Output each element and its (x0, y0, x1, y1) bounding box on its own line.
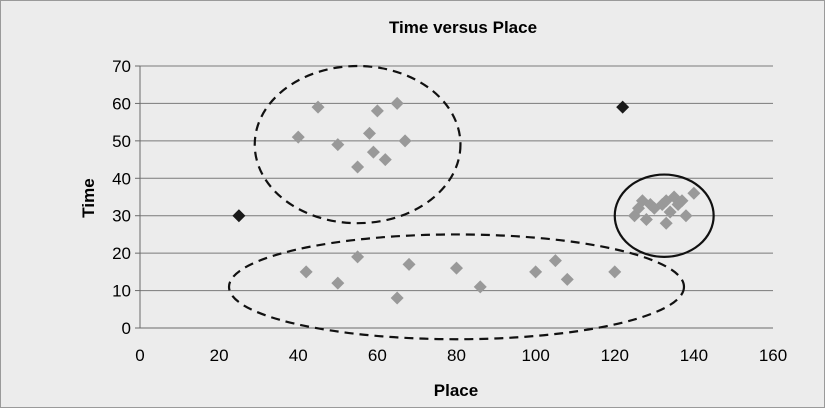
y-tick-label: 20 (112, 244, 131, 263)
y-tick-label: 50 (112, 132, 131, 151)
y-tick-label: 0 (122, 319, 131, 338)
y-tick-label: 60 (112, 94, 131, 113)
y-tick-labels: 0 10 20 30 40 50 60 70 (112, 57, 131, 338)
data-point (679, 209, 693, 223)
data-point (450, 261, 463, 275)
y-axis-title: Time (79, 178, 98, 217)
data-point (398, 134, 412, 148)
data-point (529, 265, 543, 279)
x-tick-label: 140 (680, 346, 708, 365)
data-point (659, 216, 673, 230)
dashed-cluster-ellipse (253, 64, 462, 225)
data-point (687, 186, 701, 200)
x-tick-label: 60 (368, 346, 387, 365)
data-point (639, 212, 653, 226)
data-point (675, 194, 689, 208)
x-axis-title: Place (434, 381, 478, 400)
y-tick-label: 40 (112, 169, 131, 188)
y-tick-label: 30 (112, 207, 131, 226)
data-point (366, 145, 380, 159)
x-tick-label: 40 (289, 346, 308, 365)
data-point (291, 130, 305, 144)
x-tick-label: 100 (521, 346, 549, 365)
data-point (378, 153, 392, 167)
y-tick-label: 10 (112, 282, 131, 301)
chart-title: Time versus Place (389, 18, 537, 37)
data-point (299, 265, 313, 279)
data-point (351, 250, 365, 264)
x-tick-label: 0 (135, 346, 144, 365)
data-point (390, 291, 404, 305)
data-point (663, 205, 677, 219)
y-tick-label: 70 (112, 57, 131, 76)
dashed-cluster-ellipse (227, 233, 686, 341)
data-point (548, 254, 562, 268)
outlier-point (616, 100, 630, 114)
cluster-annotations (227, 64, 715, 341)
x-tick-label: 120 (601, 346, 629, 365)
axes (135, 65, 773, 329)
data-point (362, 126, 376, 140)
outlier-point (232, 209, 246, 223)
data-point (560, 272, 574, 286)
data-points (232, 96, 701, 305)
data-point (331, 138, 345, 152)
x-tick-label: 160 (759, 346, 787, 365)
x-tick-labels: 0 20 40 60 80 100 120 140 160 (135, 346, 787, 365)
gridlines (140, 65, 773, 292)
x-tick-label: 20 (210, 346, 229, 365)
solid-cluster-circle (613, 173, 715, 258)
x-tick-label: 80 (447, 346, 466, 365)
data-point (473, 280, 487, 294)
data-point (390, 96, 404, 110)
data-point (608, 265, 622, 279)
data-point (402, 257, 416, 271)
data-point (351, 160, 365, 174)
data-point (311, 100, 325, 114)
data-point (370, 104, 384, 118)
data-point (331, 276, 345, 290)
